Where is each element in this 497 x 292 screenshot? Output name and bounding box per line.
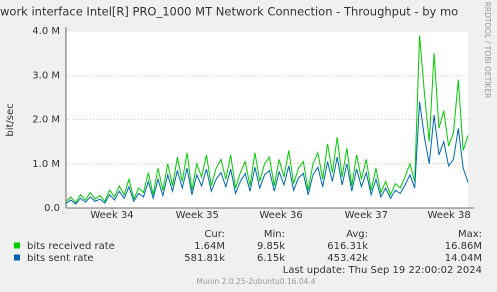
chart-title: work interface Intel[R] PRO_1000 MT Netw… bbox=[0, 5, 458, 19]
y-tick-label: 2.0 M bbox=[32, 115, 60, 126]
stat-header: Avg: bbox=[346, 229, 368, 240]
stat-value: 1.64M bbox=[194, 241, 225, 252]
stat-value: 14.04M bbox=[445, 253, 482, 264]
lines bbox=[65, 35, 469, 205]
stat-value: 6.15k bbox=[257, 253, 285, 264]
legend-label: bits received rate bbox=[27, 241, 115, 252]
y-axis-label: bit/sec bbox=[5, 103, 16, 136]
stat-header: Min: bbox=[264, 229, 285, 240]
series-line bbox=[65, 35, 469, 204]
x-tick-label: Week 34 bbox=[90, 210, 133, 221]
stat-header: Cur: bbox=[204, 229, 225, 240]
legend-swatch bbox=[14, 254, 20, 261]
grid: 0.0 1.0 M 2.0 M 3.0 M 4.0 M Week 34 Week 35 Wee… bbox=[32, 26, 474, 221]
y-tick-label: 0.0 bbox=[44, 203, 60, 214]
stat-value: 581.81k bbox=[184, 253, 225, 264]
stat-value: 16.86M bbox=[445, 241, 482, 252]
legend-label: bits sent rate bbox=[27, 253, 94, 264]
legend: Cur: Min: Avg: Max: bits received rate 1.64M 9… bbox=[14, 229, 482, 264]
x-tick-label: Week 35 bbox=[176, 210, 219, 221]
footer: Munin 2.0.25-2ubuntu0.16.04.4 bbox=[196, 277, 315, 286]
stat-value: 9.85k bbox=[257, 241, 285, 252]
y-tick-label: 1.0 M bbox=[32, 159, 60, 170]
x-tick-label: Week 38 bbox=[427, 210, 470, 221]
last-update: Last update: Thu Sep 19 22:00:02 2024 bbox=[283, 265, 482, 276]
y-tick-label: 3.0 M bbox=[32, 70, 60, 81]
watermark: RRDTOOL / TOBI OETIKER bbox=[483, 2, 492, 99]
stat-header: Max: bbox=[458, 229, 482, 240]
series-line bbox=[65, 101, 469, 205]
stat-value: 453.42k bbox=[327, 253, 368, 264]
stat-value: 616.31k bbox=[327, 241, 368, 252]
legend-swatch bbox=[14, 242, 20, 249]
x-tick-label: Week 37 bbox=[345, 210, 388, 221]
x-tick-label: Week 36 bbox=[259, 210, 302, 221]
y-tick-label: 4.0 M bbox=[32, 26, 60, 37]
